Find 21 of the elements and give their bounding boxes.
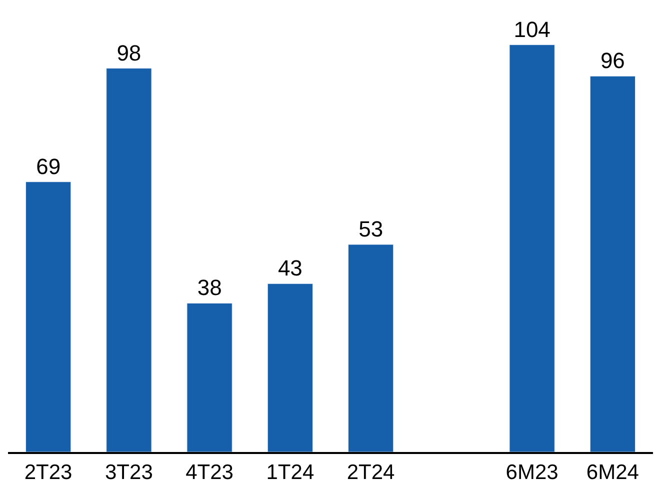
bar bbox=[25, 182, 72, 452]
data-label: 69 bbox=[36, 154, 61, 179]
data-label: 43 bbox=[278, 256, 302, 281]
bar bbox=[590, 76, 636, 452]
data-label: 104 bbox=[514, 16, 550, 42]
bar bbox=[186, 302, 232, 452]
bar bbox=[267, 283, 314, 452]
x-tick-label: 6M24 bbox=[586, 460, 640, 484]
bar bbox=[106, 68, 152, 452]
data-label: 98 bbox=[116, 40, 142, 66]
bar bbox=[348, 244, 394, 452]
x-tick-label: 2T24 bbox=[346, 460, 396, 484]
bar bbox=[509, 44, 555, 452]
x-tick-label: 1T24 bbox=[266, 460, 314, 484]
x-tick-label: 6M23 bbox=[506, 460, 558, 484]
data-label: 38 bbox=[197, 275, 222, 300]
data-label: 96 bbox=[600, 48, 625, 74]
x-tick-label: 2T23 bbox=[24, 460, 72, 484]
x-tick-label: 3T23 bbox=[105, 460, 153, 484]
x-tick-label: 4T23 bbox=[186, 460, 234, 484]
data-label: 53 bbox=[358, 216, 384, 242]
